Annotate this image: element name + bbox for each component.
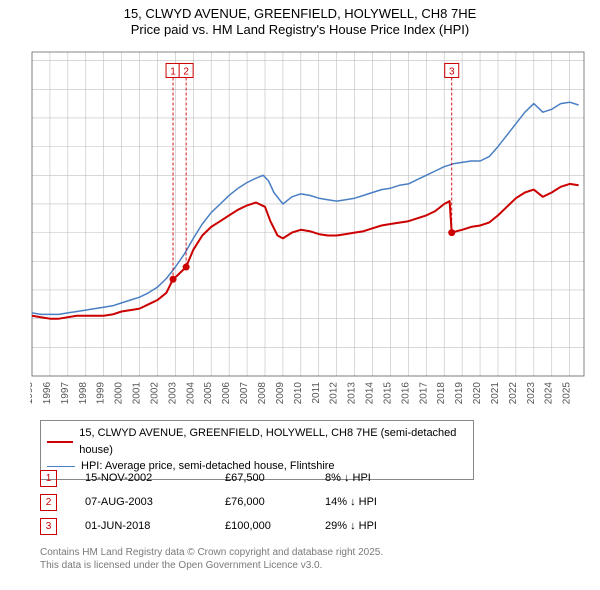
svg-text:2008: 2008	[257, 382, 268, 405]
svg-text:2019: 2019	[454, 382, 465, 405]
svg-text:2000: 2000	[114, 382, 125, 405]
footer-attribution: Contains HM Land Registry data © Crown c…	[40, 546, 383, 572]
legend-row: 15, CLWYD AVENUE, GREENFIELD, HOLYWELL, …	[47, 425, 467, 458]
marker-table-row: 2 07-AUG-2003£76,00014% ↓ HPI	[40, 490, 445, 514]
marker-price: £76,000	[225, 496, 325, 508]
chart-title-block: 15, CLWYD AVENUE, GREENFIELD, HOLYWELL, …	[0, 0, 600, 39]
marker-date: 15-NOV-2002	[85, 472, 225, 484]
marker-number-box: 2	[40, 494, 57, 511]
svg-text:2018: 2018	[436, 382, 447, 405]
marker-flag-label-1: 1	[170, 66, 176, 77]
svg-text:2005: 2005	[203, 382, 214, 405]
title-line-1: 15, CLWYD AVENUE, GREENFIELD, HOLYWELL, …	[0, 6, 600, 22]
svg-text:2016: 2016	[400, 382, 411, 405]
page-container: 15, CLWYD AVENUE, GREENFIELD, HOLYWELL, …	[0, 0, 600, 590]
chart-area: £0£20K£40K£60K£80K£100K£120K£140K£160K£1…	[30, 46, 590, 406]
marker-pct-vs-hpi: 8% ↓ HPI	[325, 472, 445, 484]
svg-text:1998: 1998	[78, 382, 89, 405]
svg-text:1996: 1996	[42, 382, 53, 405]
marker-dot-2	[183, 264, 190, 271]
marker-table: 1 15-NOV-2002£67,5008% ↓ HPI 2 07-AUG-2003£…	[40, 466, 445, 538]
svg-text:2023: 2023	[526, 382, 537, 405]
marker-flag-label-3: 3	[449, 66, 455, 77]
svg-text:2007: 2007	[239, 382, 250, 405]
svg-text:1999: 1999	[96, 382, 107, 405]
svg-text:2004: 2004	[185, 382, 196, 405]
svg-text:2003: 2003	[167, 382, 178, 405]
footer-line-2: This data is licensed under the Open Gov…	[40, 559, 383, 572]
marker-price: £100,000	[225, 520, 325, 532]
svg-text:2011: 2011	[311, 382, 322, 404]
marker-pct-vs-hpi: 29% ↓ HPI	[325, 520, 445, 532]
svg-text:2021: 2021	[490, 382, 501, 405]
svg-text:2020: 2020	[472, 382, 483, 405]
svg-text:2024: 2024	[544, 382, 555, 405]
marker-table-row: 3 01-JUN-2018£100,00029% ↓ HPI	[40, 514, 445, 538]
chart-svg: £0£20K£40K£60K£80K£100K£120K£140K£160K£1…	[30, 46, 590, 406]
svg-text:2002: 2002	[149, 382, 160, 405]
svg-text:2009: 2009	[275, 382, 286, 405]
marker-date: 07-AUG-2003	[85, 496, 225, 508]
svg-text:2017: 2017	[418, 382, 429, 405]
svg-text:2014: 2014	[365, 382, 376, 405]
svg-text:2022: 2022	[508, 382, 519, 405]
marker-dot-1	[170, 276, 177, 283]
svg-text:1997: 1997	[60, 382, 71, 405]
svg-text:2013: 2013	[347, 382, 358, 405]
svg-text:2012: 2012	[329, 382, 340, 405]
svg-text:2010: 2010	[293, 382, 304, 405]
svg-text:2015: 2015	[382, 382, 393, 405]
svg-text:2006: 2006	[221, 382, 232, 405]
marker-table-row: 1 15-NOV-2002£67,5008% ↓ HPI	[40, 466, 445, 490]
title-line-2: Price paid vs. HM Land Registry's House …	[0, 22, 600, 38]
marker-flag-label-2: 2	[183, 66, 189, 77]
legend-label: 15, CLWYD AVENUE, GREENFIELD, HOLYWELL, …	[79, 425, 467, 458]
svg-text:2001: 2001	[132, 382, 143, 405]
marker-number-box: 1	[40, 470, 57, 487]
marker-pct-vs-hpi: 14% ↓ HPI	[325, 496, 445, 508]
marker-date: 01-JUN-2018	[85, 520, 225, 532]
svg-text:1995: 1995	[30, 382, 35, 405]
legend-swatch	[47, 441, 73, 443]
marker-dot-3	[448, 229, 455, 236]
footer-line-1: Contains HM Land Registry data © Crown c…	[40, 546, 383, 559]
marker-price: £67,500	[225, 472, 325, 484]
marker-number-box: 3	[40, 518, 57, 535]
svg-text:2025: 2025	[562, 382, 573, 405]
